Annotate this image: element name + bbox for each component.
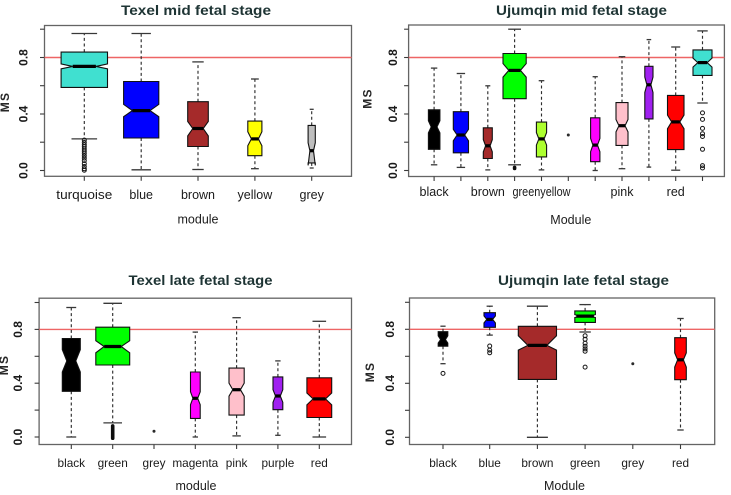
svg-text:purple: purple: [262, 456, 295, 470]
svg-text:MS: MS: [363, 362, 377, 382]
svg-text:Module: Module: [544, 479, 585, 493]
svg-text:0.4: 0.4: [383, 375, 397, 392]
svg-text:0.8: 0.8: [386, 49, 400, 66]
svg-text:MS: MS: [0, 355, 11, 375]
svg-text:brown: brown: [521, 456, 553, 470]
svg-text:pink: pink: [226, 456, 248, 470]
svg-text:black: black: [58, 456, 86, 470]
svg-text:green: green: [570, 456, 600, 470]
svg-text:Texel late fetal stage: Texel late fetal stage: [129, 272, 273, 288]
svg-text:module: module: [178, 213, 219, 227]
svg-text:0.4: 0.4: [11, 375, 25, 392]
svg-text:blue: blue: [129, 188, 153, 202]
svg-text:greenyellow: greenyellow: [513, 185, 572, 199]
svg-text:0.0: 0.0: [383, 429, 397, 446]
svg-text:brown: brown: [181, 188, 215, 202]
svg-text:pink: pink: [611, 185, 635, 199]
svg-text:grey: grey: [621, 456, 644, 470]
svg-text:red: red: [672, 456, 689, 470]
svg-text:Ujumqin mid fetal stage: Ujumqin mid fetal stage: [496, 2, 667, 18]
svg-text:yellow: yellow: [238, 188, 274, 202]
svg-text:red: red: [311, 456, 328, 470]
svg-text:black: black: [420, 185, 450, 199]
svg-text:blue: blue: [479, 456, 502, 470]
svg-text:Ujumqin late fetal stage: Ujumqin late fetal stage: [498, 272, 669, 288]
svg-text:red: red: [667, 185, 685, 199]
svg-text:turquoise: turquoise: [56, 188, 112, 202]
svg-text:0.0: 0.0: [386, 162, 400, 179]
svg-text:MS: MS: [0, 92, 12, 112]
svg-text:brown: brown: [471, 185, 505, 199]
svg-text:Texel mid fetal stage: Texel mid fetal stage: [121, 2, 271, 18]
svg-text:0.4: 0.4: [17, 105, 31, 122]
svg-text:black: black: [429, 456, 457, 470]
svg-text:grey: grey: [300, 188, 325, 202]
svg-text:grey: grey: [143, 456, 166, 470]
svg-text:green: green: [98, 456, 128, 470]
svg-text:Module: Module: [550, 213, 591, 227]
svg-text:0.0: 0.0: [17, 162, 31, 179]
svg-text:0.0: 0.0: [11, 428, 25, 445]
svg-text:module: module: [176, 479, 217, 493]
svg-text:MS: MS: [361, 88, 375, 108]
svg-text:magenta: magenta: [172, 456, 218, 470]
svg-text:0.8: 0.8: [11, 321, 25, 338]
svg-text:0.4: 0.4: [386, 105, 400, 122]
svg-text:0.8: 0.8: [383, 321, 397, 338]
svg-text:0.8: 0.8: [17, 49, 31, 66]
